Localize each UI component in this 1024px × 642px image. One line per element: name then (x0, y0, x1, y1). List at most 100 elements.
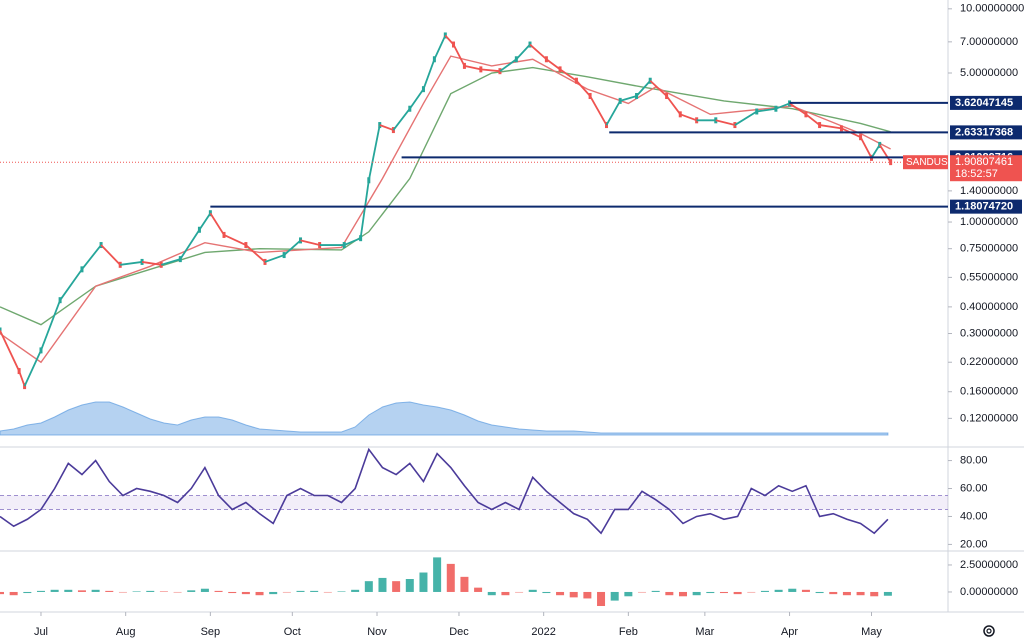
macd-bar (774, 589, 783, 592)
macd-bar (364, 581, 373, 592)
y-tick-label: 10.00000000 (960, 3, 1024, 15)
rsi-tick-label: 80.00 (960, 454, 988, 466)
macd-bar (842, 591, 851, 596)
x-tick-label: Apr (781, 626, 798, 638)
price-segment (409, 88, 425, 110)
macd-bar (91, 589, 100, 592)
macd-bar (392, 581, 401, 592)
rsi-band (0, 495, 948, 510)
macd-bar (241, 591, 250, 595)
price-candle (889, 159, 893, 166)
price-segment (649, 80, 668, 97)
macd-bar (296, 590, 305, 592)
last-price-box (950, 155, 1022, 182)
price-candle (378, 122, 382, 129)
macd-bar (760, 590, 769, 592)
price-segment (81, 244, 102, 270)
price-segment (160, 258, 181, 266)
price-segment (480, 68, 501, 73)
y-tick-label: 0.16000000 (960, 386, 1018, 398)
price-segment (715, 119, 736, 126)
macd-bar (583, 591, 592, 599)
price-segment (515, 43, 531, 60)
level-label-box (950, 125, 1022, 140)
price-segment (679, 113, 697, 122)
x-tick-label: May (861, 626, 882, 638)
price-segment (559, 68, 577, 82)
price-segment (775, 102, 790, 110)
price-segment (575, 80, 591, 97)
price-segment (635, 80, 651, 97)
macd-bar (419, 572, 428, 592)
price-candle (818, 122, 822, 129)
macd-bar (351, 589, 360, 592)
macd-bar (624, 591, 633, 597)
price-segment (529, 43, 547, 60)
macd-bar (747, 591, 756, 593)
countdown: 18:52:57 (955, 168, 998, 180)
price-segment (120, 261, 143, 266)
price-segment (179, 229, 201, 260)
x-tick-label: Oct (284, 626, 301, 638)
macd-bar (433, 557, 442, 592)
macd-bar (446, 563, 455, 592)
x-tick-label: Dec (449, 626, 469, 638)
macd-bar (9, 591, 18, 596)
price-segment (789, 102, 807, 116)
macd-bar (228, 591, 237, 594)
macd-bar (269, 591, 278, 595)
price-segment (665, 95, 681, 115)
y-tick-label: 0.30000000 (960, 327, 1018, 339)
macd-bar (255, 591, 264, 596)
price-segment (619, 95, 637, 102)
macd-bar (310, 590, 319, 592)
x-tick-label: Aug (116, 626, 136, 638)
price-segment (878, 144, 892, 163)
macd-bar (132, 591, 141, 592)
x-tick-label: Mar (695, 626, 714, 638)
macd-bar (187, 590, 196, 592)
rsi-tick-label: 60.00 (960, 482, 988, 494)
moving-average (0, 55, 891, 364)
x-tick-label: Feb (619, 626, 638, 638)
macd-bar (50, 589, 59, 592)
settings-icon[interactable] (983, 625, 995, 637)
price-segment (198, 212, 212, 231)
gear-ring (983, 625, 995, 637)
y-tick-label: 0.22000000 (960, 356, 1018, 368)
price-segment (605, 100, 621, 126)
macd-tick-label: 0.00000000 (960, 586, 1018, 598)
macd-bar (460, 576, 469, 592)
moving-average (0, 66, 891, 326)
rsi-tick-label: 20.00 (960, 538, 988, 550)
price-segment (100, 244, 121, 266)
price-segment (464, 65, 482, 71)
macd-bar (719, 591, 728, 594)
price-segment (589, 95, 608, 126)
price-segment (433, 35, 447, 60)
macd-bar (597, 591, 606, 607)
level-label-box (950, 95, 1022, 110)
macd-bar (77, 590, 86, 592)
macd-bar (733, 591, 742, 595)
macd-bar (651, 590, 660, 592)
price-segment (343, 237, 361, 246)
macd-bar (405, 579, 414, 592)
price-segment (452, 44, 466, 67)
macd-bar (200, 588, 209, 592)
y-tick-label: 1.00000000 (960, 216, 1018, 228)
x-tick-label: Sep (201, 626, 221, 638)
x-tick-label: Jul (34, 626, 48, 638)
level-label: 2.63317368 (955, 126, 1013, 138)
y-tick-label: 5.00000000 (960, 67, 1018, 79)
rsi-tick-label: 40.00 (960, 510, 988, 522)
price-segment (59, 268, 83, 301)
y-tick-label: 0.40000000 (960, 301, 1018, 313)
price-segment (392, 108, 411, 131)
macd-bar (556, 591, 565, 596)
price-segment (545, 58, 561, 71)
macd-bar (23, 591, 32, 594)
y-tick-label: 0.55000000 (960, 271, 1018, 283)
macd-bar (515, 591, 524, 593)
